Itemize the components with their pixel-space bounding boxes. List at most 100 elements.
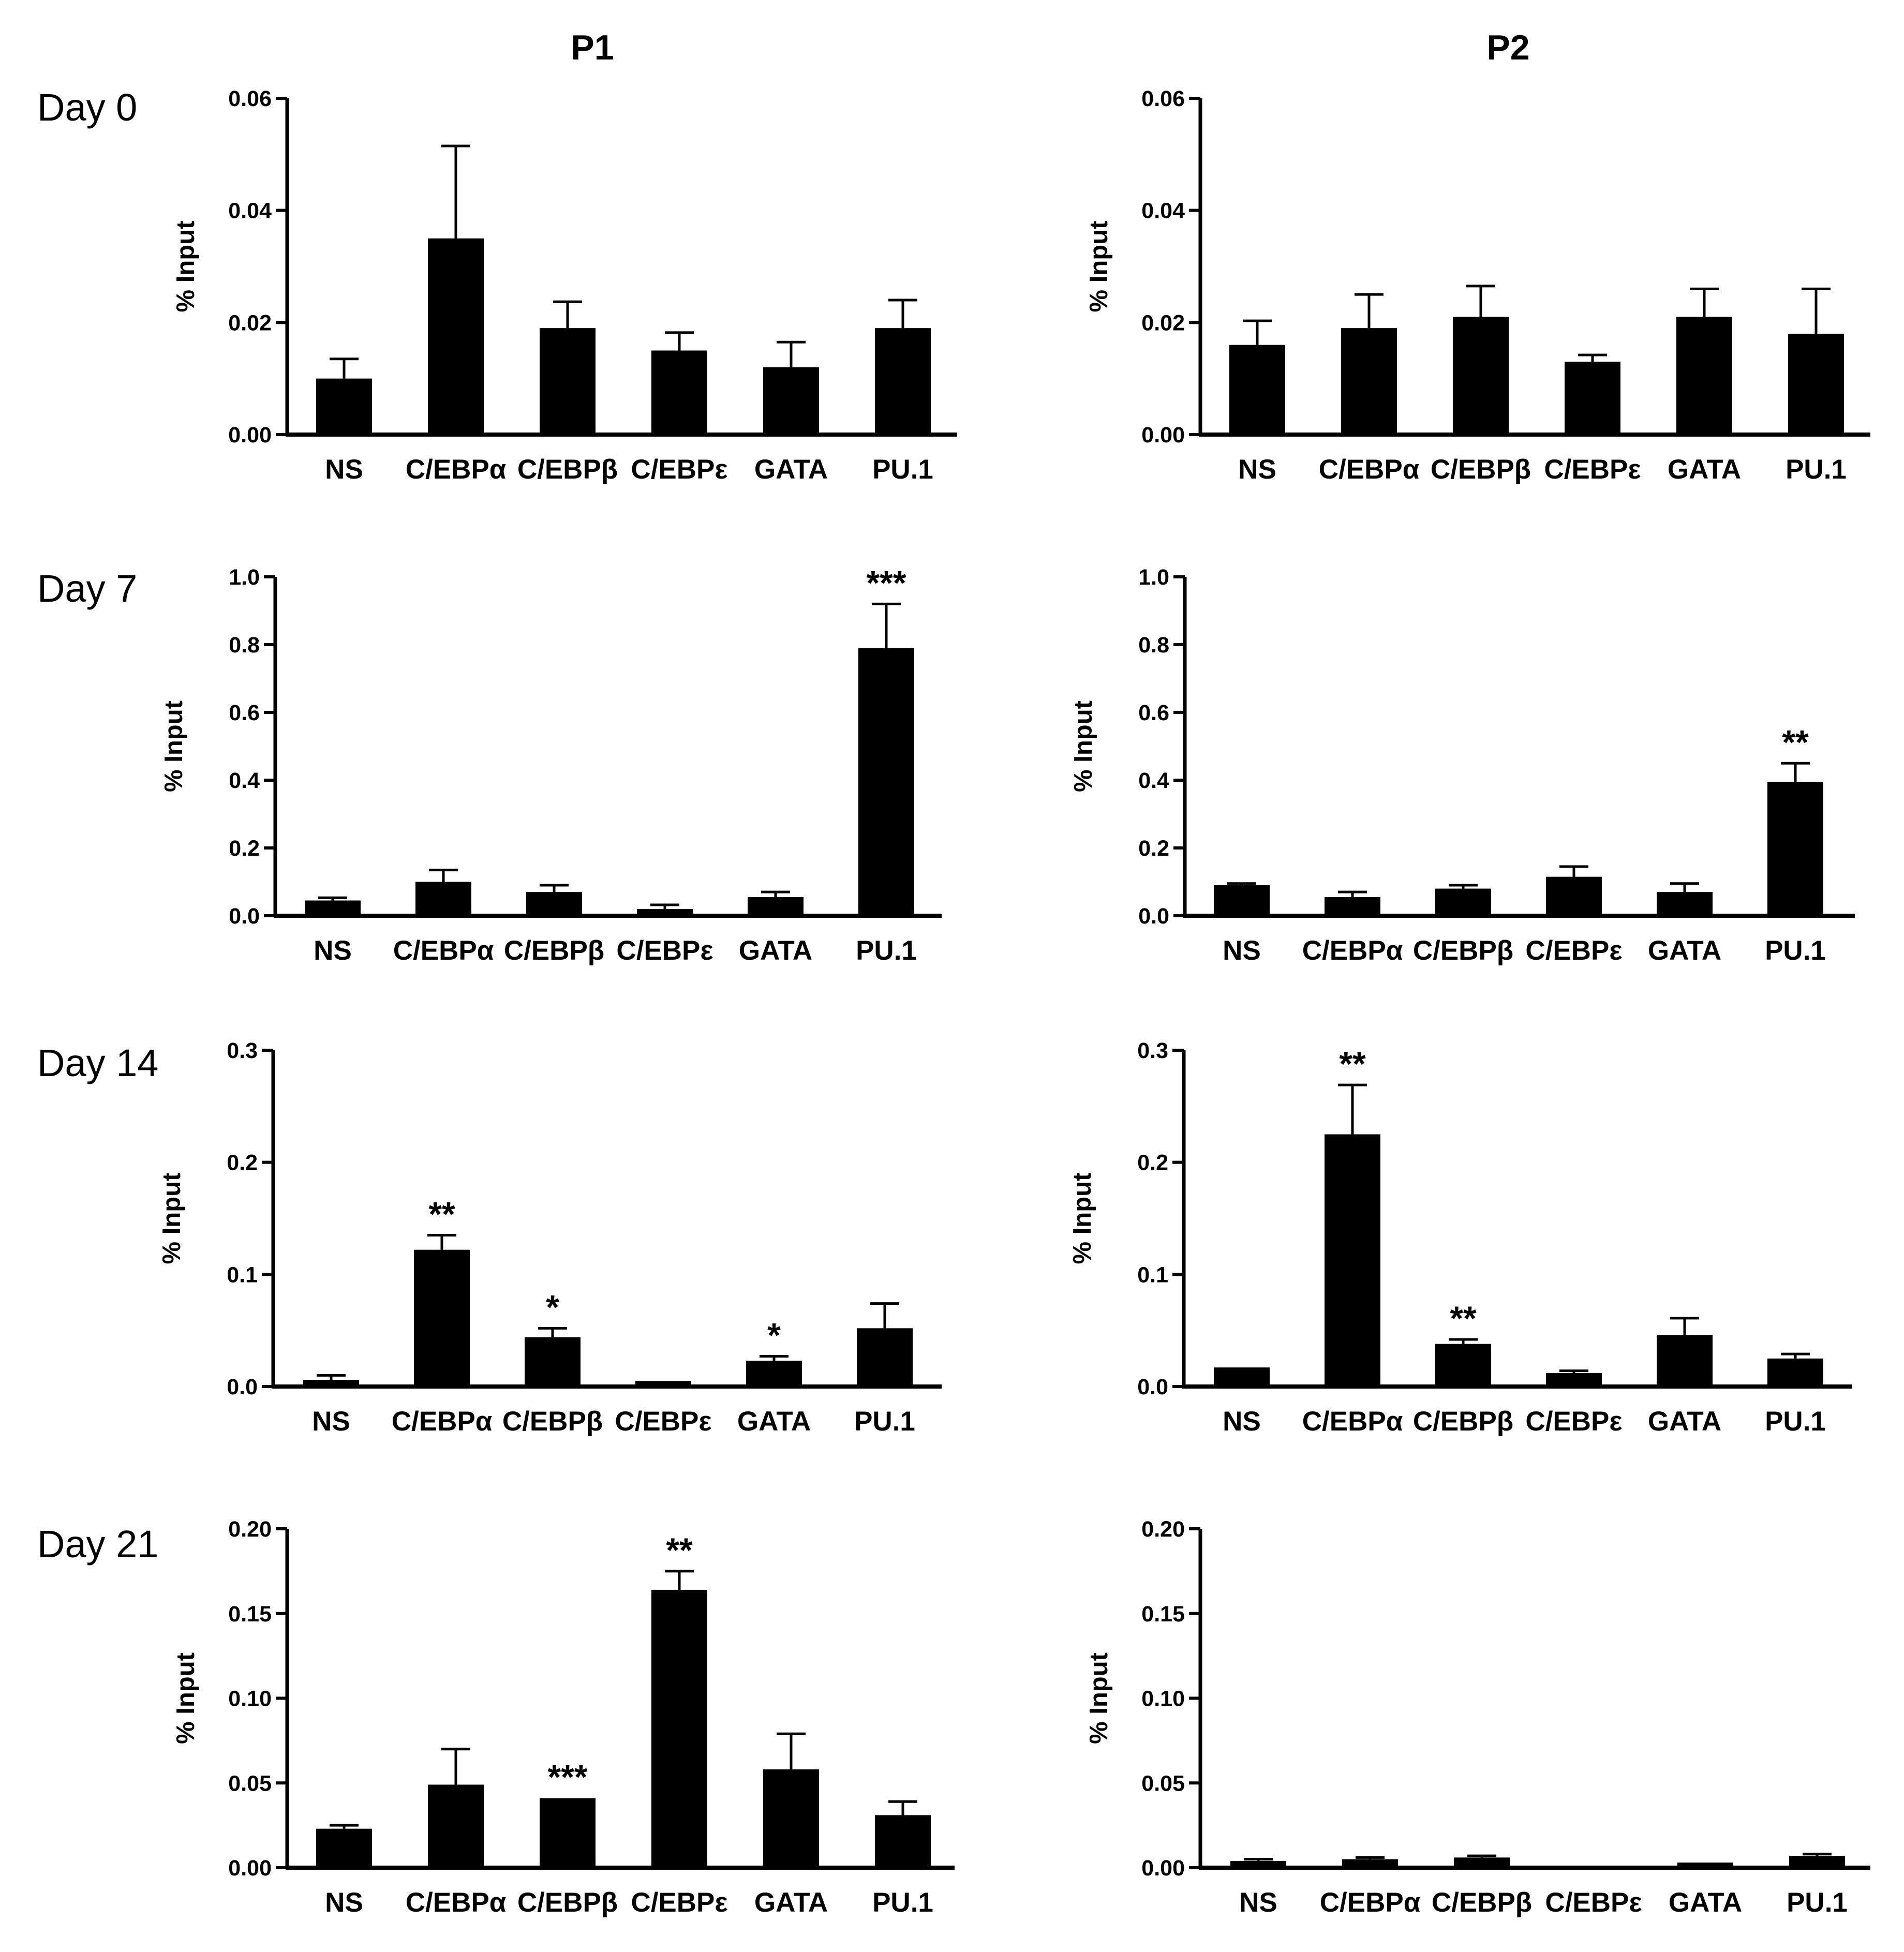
y-tick-label: 0.10 [228,1687,272,1711]
y-tick-label: 0.04 [1141,199,1185,223]
bar [651,1589,707,1868]
bar [525,1337,581,1387]
category-label: NS [312,1406,350,1437]
y-tick-label: 0.02 [228,310,272,335]
bar [1767,782,1823,916]
bar [875,1815,931,1868]
y-tick-label: 0.02 [1141,310,1185,335]
category-label: C/EBPα [392,1406,493,1437]
bar [1214,1367,1270,1387]
category-label: C/EBPα [406,1887,507,1918]
chart-p1-day-7: 0.0 0.2 0.4 0.6 0.8 1.0 % Input NS C/EBPα C/EBPβ C… [160,563,942,966]
category-label: C/EBPβ [502,1406,603,1437]
y-tick-label: 0.15 [228,1602,272,1627]
significance-mark: ** [1450,1299,1477,1337]
y-tick-label: 0.05 [1141,1771,1185,1796]
category-label: C/EBPβ [1413,1406,1513,1437]
bar [748,897,804,916]
y-tick-label: 0.0 [1137,1375,1168,1399]
category-label: C/EBPβ [1432,1887,1532,1918]
bar [1657,1335,1713,1387]
category-label: GATA [739,935,812,966]
bar [746,1361,802,1387]
bar [1435,888,1491,916]
y-tick-label: 0.20 [1141,1517,1185,1542]
significance-mark: * [767,1316,781,1354]
bar [1676,317,1732,435]
category-label: C/EBPε [631,454,727,485]
row-label-day-0: Day 0 [37,86,137,129]
y-axis-label: % Input [172,1652,200,1744]
category-label: C/EBPε [1544,454,1641,485]
category-label: C/EBPα [393,935,494,966]
y-tick-label: 0.06 [228,86,272,111]
y-tick-label: 0.06 [1141,86,1185,111]
bar [1229,345,1285,435]
bar [858,648,914,916]
bar [540,328,596,435]
y-tick-label: 0.6 [1138,701,1169,725]
significance-mark: *** [866,563,906,602]
category-label: C/EBPε [631,1887,727,1918]
y-tick-label: 0.6 [229,701,260,725]
category-label: PU.1 [1765,935,1826,966]
category-label: GATA [1668,454,1741,485]
category-label: C/EBPα [406,454,507,485]
category-label: NS [325,1887,363,1918]
bar [1325,1134,1380,1387]
column-title-p1: P1 [571,28,614,67]
chart-p1-day-14: 0.0 0.1 0.2 0.3 % Input NS C/EBPα ** C/EBPβ * C/EB… [158,1038,942,1437]
chart-p1-day-0: 0.00 0.02 0.04 0.06 % Input NS C/EBPα C/EBPβ C/E… [172,86,957,485]
bar [1435,1344,1491,1387]
y-tick-label: 0.00 [1141,1856,1185,1881]
bar [1677,1862,1733,1868]
category-label: C/EBPβ [517,454,618,485]
y-tick-label: 0.1 [227,1262,258,1287]
bar [875,328,931,435]
y-tick-label: 0.2 [229,836,260,861]
bar [1657,892,1713,916]
bar [763,367,819,435]
bar [1566,1866,1622,1868]
category-label: PU.1 [1786,454,1847,485]
y-tick-label: 1.0 [229,565,260,590]
y-tick-label: 0.00 [228,423,272,448]
significance-mark: ** [1339,1045,1366,1083]
category-label: GATA [754,1887,828,1918]
bar [526,892,582,916]
chart-p2-day-21: 0.00 0.05 0.10 0.15 0.20 % Input NS C/EBPα C/EBP… [1085,1517,1870,1918]
category-label: GATA [754,454,828,485]
row-label-day-21: Day 21 [37,1523,158,1566]
significance-mark: *** [547,1758,587,1796]
y-axis-label: % Input [1069,701,1097,792]
bar [651,350,707,435]
column-title-p2: P2 [1486,28,1529,67]
bar [305,900,361,916]
category-label: C/EBPα [1319,454,1420,485]
significance-mark: ** [1782,723,1809,761]
category-label: C/EBPε [615,1406,711,1437]
category-label: C/EBPα [1320,1887,1421,1918]
category-label: PU.1 [1765,1406,1826,1437]
y-tick-label: 0.20 [228,1517,272,1542]
bar [1454,1857,1510,1868]
y-axis-label: % Input [1068,1173,1096,1264]
y-axis-label: % Input [158,1173,186,1264]
category-label: NS [1223,935,1261,966]
bar [1546,876,1602,916]
category-label: PU.1 [872,454,933,485]
y-tick-label: 0.0 [229,904,260,929]
y-axis-label: % Input [172,221,200,312]
y-tick-label: 0.0 [227,1375,258,1399]
significance-mark: * [546,1288,559,1326]
category-label: C/EBPβ [1413,935,1513,966]
bar [428,238,484,435]
y-axis-label: % Input [1085,221,1113,312]
bar [540,1798,596,1868]
bar [1788,334,1844,435]
y-tick-label: 1.0 [1138,565,1169,590]
category-label: C/EBPα [1302,1406,1403,1437]
y-tick-label: 0.2 [1137,1151,1168,1175]
y-tick-label: 0.00 [228,1856,272,1881]
category-label: C/EBPβ [1431,454,1531,485]
